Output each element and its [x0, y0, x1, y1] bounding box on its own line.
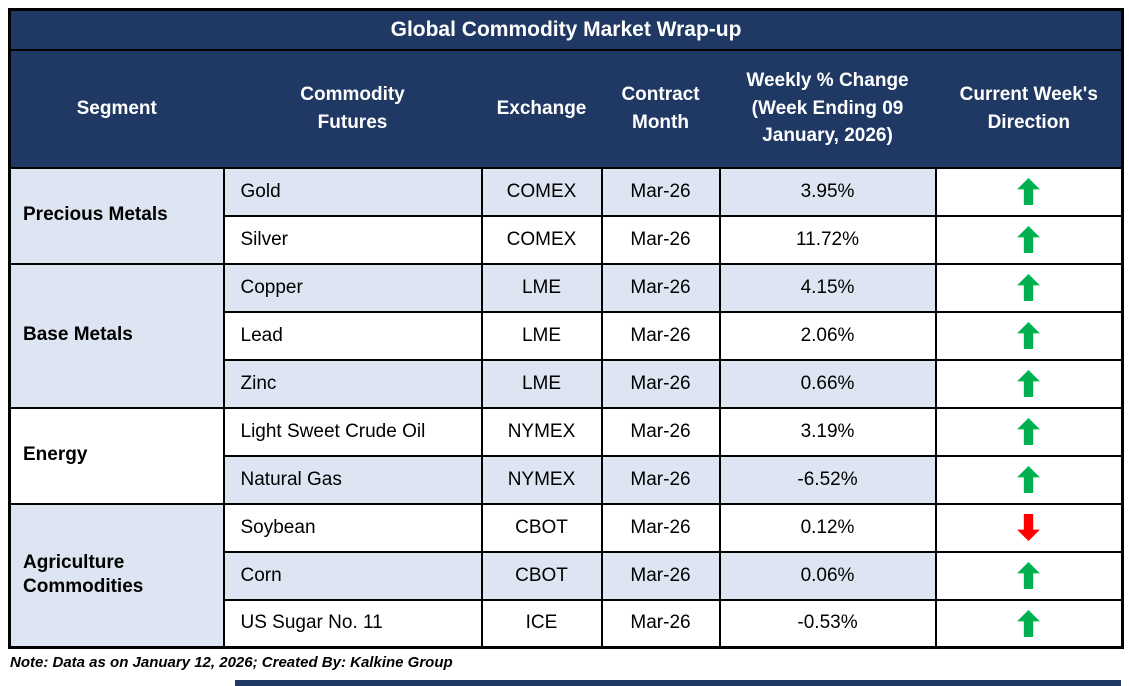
segment-cell: Precious Metals	[8, 166, 225, 265]
commodity-cell: Natural Gas	[222, 454, 483, 505]
col-header-exchange: Exchange	[480, 48, 603, 169]
table-row: Silver COMEX Mar-26 11.72%	[10, 214, 1124, 265]
table-wrapper: Global Commodity Market Wrap-up Segment …	[8, 8, 1125, 671]
segment-cell: Agriculture Commodities	[8, 502, 225, 649]
table-head: Global Commodity Market Wrap-up Segment …	[8, 8, 1124, 169]
exchange-cell: COMEX	[480, 166, 603, 217]
table-row: Agriculture Commodities Soybean CBOT Mar-26…	[8, 502, 1124, 649]
table-row: Zinc LME Mar-26 0.66%	[10, 358, 1124, 409]
weekly-change-cell: 2.06%	[718, 310, 937, 361]
exchange-cell: NYMEX	[480, 454, 603, 505]
table-row: Precious Metals Gold COMEX Mar-26 3.95%	[8, 166, 1124, 265]
commodity-cell: Soybean	[222, 502, 483, 553]
up-arrow-icon	[1017, 562, 1041, 589]
exchange-cell: NYMEX	[480, 406, 603, 457]
weekly-change-cell: 0.06%	[718, 550, 937, 601]
table-row: Lead LME Mar-26 2.06%	[10, 310, 1124, 361]
weekly-change-cell: 0.12%	[718, 502, 937, 553]
contract-month-cell: Mar-26	[600, 454, 721, 505]
contract-month-cell: Mar-26	[600, 550, 721, 601]
contract-month-cell: Mar-26	[600, 310, 721, 361]
direction-cell	[934, 502, 1124, 553]
direction-cell	[934, 598, 1124, 649]
contract-month-cell: Mar-26	[600, 598, 721, 649]
exchange-cell: CBOT	[480, 550, 603, 601]
col-header-current-direction: Current Week's Direction	[934, 48, 1124, 169]
commodity-cell: Copper	[222, 262, 483, 313]
weekly-change-cell: -0.53%	[718, 598, 937, 649]
exchange-cell: LME	[480, 358, 603, 409]
weekly-change-cell: 0.66%	[718, 358, 937, 409]
weekly-change-cell: 4.15%	[718, 262, 937, 313]
down-arrow-icon	[1017, 514, 1041, 541]
commodity-cell: Light Sweet Crude Oil	[222, 406, 483, 457]
up-arrow-icon	[1017, 178, 1041, 205]
commodity-table: Global Commodity Market Wrap-up Segment …	[8, 8, 1125, 649]
direction-cell	[934, 358, 1124, 409]
table-row: Energy Light Sweet Crude Oil NYMEX Mar-26 3.…	[8, 406, 1124, 505]
contract-month-cell: Mar-26	[600, 214, 721, 265]
table-row: Natural Gas NYMEX Mar-26 -6.52%	[10, 454, 1124, 505]
commodity-cell: Lead	[222, 310, 483, 361]
col-header-contract-month: Contract Month	[600, 48, 721, 169]
contract-month-cell: Mar-26	[600, 358, 721, 409]
weekly-change-cell: 3.95%	[718, 166, 937, 217]
table-title: Global Commodity Market Wrap-up	[8, 8, 1124, 51]
exchange-cell: LME	[480, 310, 603, 361]
segment-cell: Base Metals	[8, 262, 225, 409]
segment-cell: Energy	[8, 406, 225, 505]
up-arrow-icon	[1017, 226, 1041, 253]
table-row: Base Metals Copper LME Mar-26 4.15%	[8, 262, 1124, 409]
header-row: Segment Commodity Futures Exchange Contr…	[8, 48, 1124, 169]
col-header-segment: Segment	[8, 48, 225, 169]
direction-cell	[934, 406, 1124, 457]
col-header-commodity-futures: Commodity Futures	[222, 48, 483, 169]
up-arrow-icon	[1017, 466, 1041, 493]
commodity-cell: Gold	[222, 166, 483, 217]
col-header-weekly-change: Weekly % Change (Week Ending 09 January,…	[718, 48, 937, 169]
exchange-cell: COMEX	[480, 214, 603, 265]
up-arrow-icon	[1017, 274, 1041, 301]
exchange-cell: LME	[480, 262, 603, 313]
direction-cell	[934, 550, 1124, 601]
commodity-cell: US Sugar No. 11	[222, 598, 483, 649]
direction-cell	[934, 454, 1124, 505]
up-arrow-icon	[1017, 370, 1041, 397]
weekly-change-cell: -6.52%	[718, 454, 937, 505]
up-arrow-icon	[1017, 322, 1041, 349]
table-body: Precious Metals Gold COMEX Mar-26 3.95% Silve…	[8, 166, 1124, 649]
table-row: Corn CBOT Mar-26 0.06%	[10, 550, 1124, 601]
up-arrow-icon	[1017, 418, 1041, 445]
direction-cell	[934, 310, 1124, 361]
commodity-cell: Corn	[222, 550, 483, 601]
weekly-change-cell: 11.72%	[718, 214, 937, 265]
exchange-cell: ICE	[480, 598, 603, 649]
up-arrow-icon	[1017, 609, 1041, 637]
contract-month-cell: Mar-26	[600, 262, 721, 313]
title-row: Global Commodity Market Wrap-up	[8, 8, 1124, 51]
contract-month-cell: Mar-26	[600, 166, 721, 217]
footnote: Note: Data as on January 12, 2026; Creat…	[10, 654, 453, 671]
exchange-cell: CBOT	[480, 502, 603, 553]
weekly-change-cell: 3.19%	[718, 406, 937, 457]
direction-cell	[934, 214, 1124, 265]
commodity-cell: Silver	[222, 214, 483, 265]
contract-month-cell: Mar-26	[600, 406, 721, 457]
direction-cell	[934, 262, 1124, 313]
next-section-edge	[235, 680, 1121, 686]
direction-cell	[934, 166, 1124, 217]
commodity-cell: Zinc	[222, 358, 483, 409]
table-row: US Sugar No. 11 ICE Mar-26 -0.53%	[10, 598, 1124, 649]
contract-month-cell: Mar-26	[600, 502, 721, 553]
